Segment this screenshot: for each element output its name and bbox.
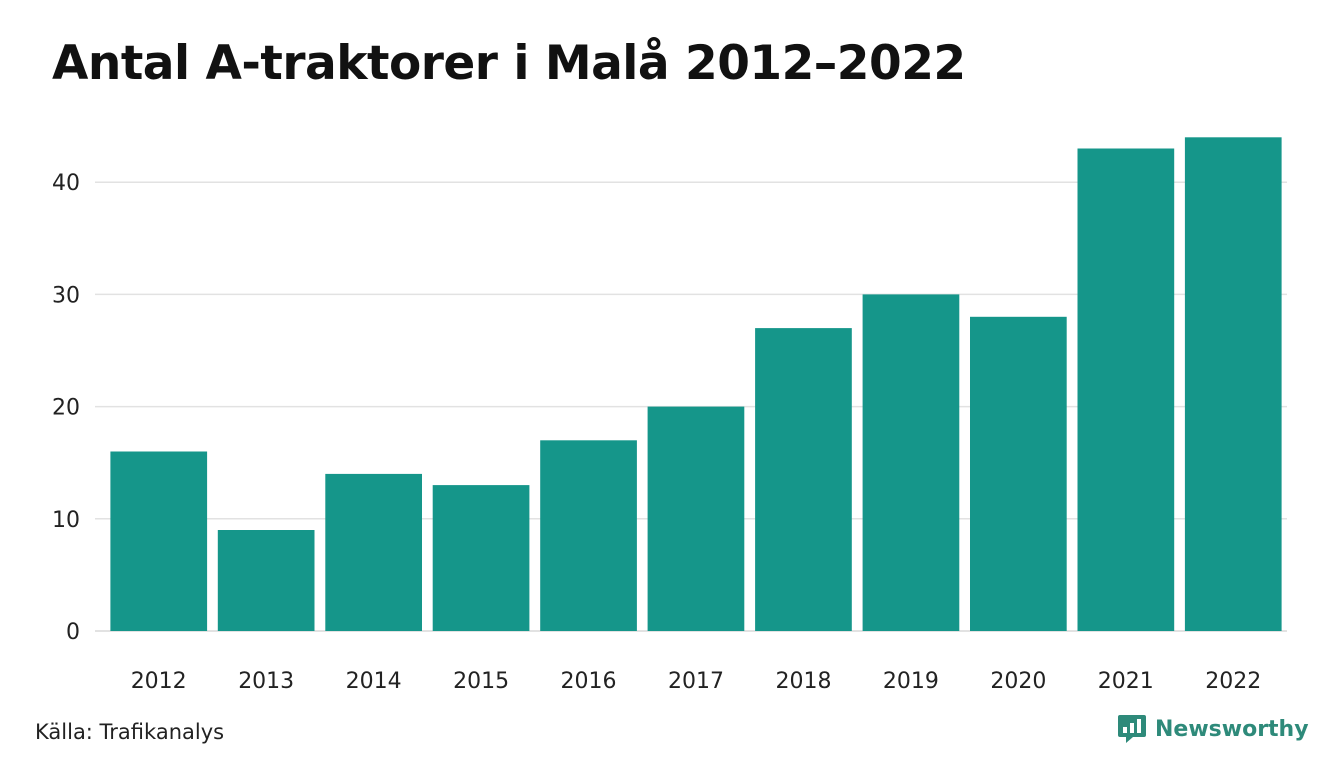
- x-tick-label: 2015: [453, 669, 509, 694]
- bar-2013: [217, 530, 315, 631]
- x-tick-label: 2019: [883, 669, 939, 694]
- bar-2016: [540, 440, 637, 631]
- brand-name: Newsworthy: [1155, 716, 1309, 742]
- y-tick-label: 40: [52, 171, 80, 196]
- bar-2012: [110, 451, 208, 631]
- y-axis: 0 10 20 30 40: [52, 171, 80, 645]
- chart-title: Antal A-traktorer i Malå 2012–2022: [52, 36, 966, 91]
- x-tick-label: 2021: [1098, 669, 1154, 694]
- x-tick-label: 2018: [776, 669, 832, 694]
- x-tick-label: 2020: [990, 669, 1046, 694]
- x-tick-label: 2013: [238, 669, 294, 694]
- x-tick-label: 2022: [1205, 669, 1261, 694]
- y-tick-label: 0: [66, 620, 80, 645]
- y-tick-label: 30: [52, 283, 80, 308]
- x-tick-label: 2014: [346, 669, 402, 694]
- bar-2021: [1077, 148, 1175, 631]
- bar-2014: [325, 473, 422, 631]
- bar-2015: [432, 485, 530, 631]
- x-tick-label: 2017: [668, 669, 724, 694]
- newsworthy-logo-icon: [1118, 715, 1146, 743]
- bar-2017: [647, 406, 745, 631]
- bar-2020: [970, 316, 1067, 631]
- x-tick-label: 2016: [561, 669, 617, 694]
- bar-2018: [755, 328, 852, 631]
- bars: [110, 137, 1282, 632]
- x-tick-label: 2012: [131, 669, 187, 694]
- brand-logo: Newsworthy: [1117, 713, 1309, 745]
- x-axis: 2012 2013 2014 2015 2016 2017 2018 2019 2020 2021…: [131, 669, 1262, 694]
- bar-2022: [1184, 137, 1282, 632]
- bar-2019: [862, 294, 960, 631]
- y-tick-label: 20: [52, 396, 80, 421]
- y-tick-label: 10: [52, 508, 80, 533]
- source-note: Källa: Trafikanalys: [35, 720, 225, 744]
